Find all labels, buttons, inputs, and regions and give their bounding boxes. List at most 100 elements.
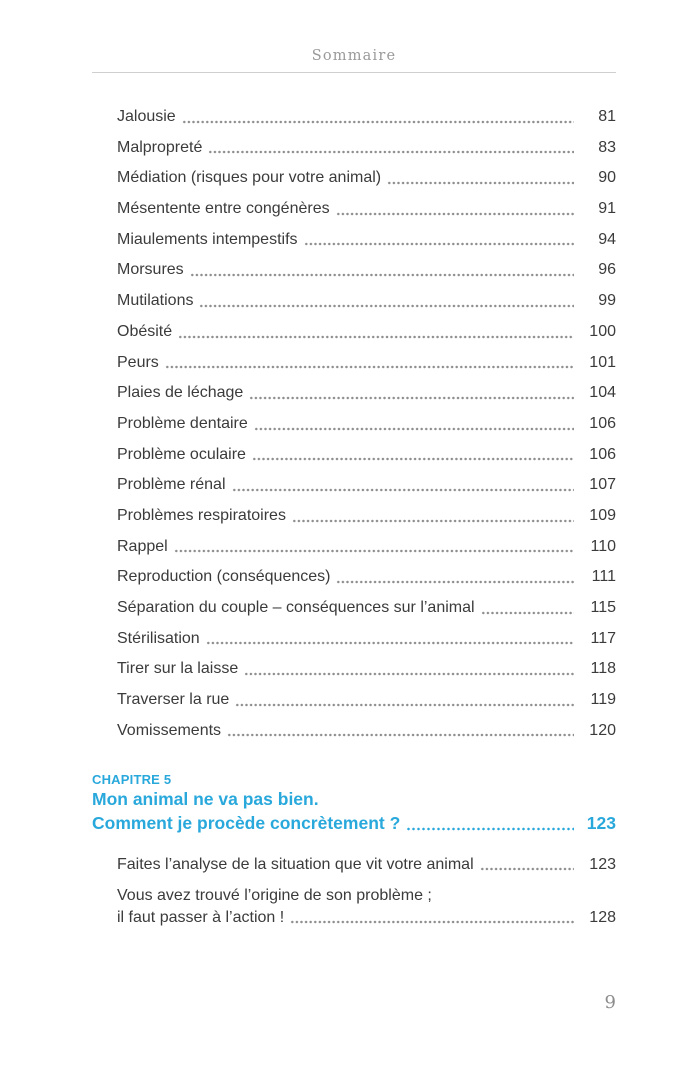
toc-entry[interactable]: Problèmes respiratoires 109: [117, 501, 616, 532]
toc-entry[interactable]: Vomissements 120: [117, 716, 616, 747]
dot-leader: [336, 580, 574, 584]
toc-entry-page: 81: [598, 108, 616, 125]
toc-entry[interactable]: Reproduction (conséquences) 111: [117, 562, 616, 593]
toc-entry-page: 106: [589, 445, 616, 463]
toc-entry-page: 123: [589, 856, 616, 874]
toc-entry-label: Plaies de léchage: [117, 384, 244, 402]
chapter-entry-list: Faites l’analyse de la situation que vit…: [92, 849, 616, 928]
dot-leader: [387, 181, 574, 186]
toc-entry-label: Rappel: [117, 537, 168, 555]
toc-entry-label: Problèmes respiratoires: [117, 506, 286, 524]
dot-leader: [189, 273, 574, 278]
dot-leader: [290, 920, 574, 925]
toc-entry[interactable]: Mutilations 99: [117, 286, 616, 317]
chapter-heading-block: CHAPITRE 5 Mon animal ne va pas bien. Co…: [92, 772, 616, 835]
toc-entry-label: Tirer sur la laisse: [117, 660, 239, 678]
chapter-toc-row[interactable]: Comment je procède concrètement ? 123: [92, 812, 616, 836]
toc-entry-label: Reproduction (conséquences): [117, 568, 331, 586]
dot-leader: [227, 733, 574, 738]
dot-leader: [231, 487, 574, 492]
toc-entry[interactable]: Morsures 96: [117, 255, 616, 286]
dot-leader: [406, 827, 574, 832]
toc-entry-page: 99: [598, 292, 616, 310]
dot-leader: [164, 365, 574, 370]
toc-entry-label: Stérilisation: [117, 629, 200, 647]
toc-entry-page: 106: [589, 414, 616, 432]
toc-entry-page: 107: [589, 476, 616, 494]
dot-leader: [173, 549, 574, 554]
dot-leader: [251, 457, 574, 462]
toc-entry-label: Malpropreté: [117, 138, 203, 156]
dot-leader: [480, 610, 574, 615]
toc-entry-label: Problème rénal: [117, 476, 226, 494]
toc-entry[interactable]: Peurs 101: [117, 348, 616, 379]
toc-entry-label: Vomissements: [117, 721, 222, 739]
dot-leader: [235, 702, 574, 707]
dot-leader: [205, 641, 574, 646]
chapter-toc-entry[interactable]: Faites l’analyse de la situation que vit…: [117, 849, 616, 880]
header-rule: [92, 72, 616, 73]
toc-entry-page: 119: [590, 691, 616, 709]
dot-leader: [199, 303, 574, 308]
toc-entry[interactable]: Plaies de léchage 104: [117, 378, 616, 409]
toc-entry-label: Obésité: [117, 322, 173, 340]
toc-entry[interactable]: Médiation (risques pour votre animal) 90: [117, 163, 616, 194]
toc-entry-page: 101: [589, 353, 616, 371]
toc-entry-label: Jalousie: [117, 108, 176, 125]
dot-leader: [244, 672, 574, 677]
toc-entry-label: Vous avez trouvé l’origine de son problè…: [117, 887, 432, 905]
toc-entry-page: 83: [598, 138, 616, 156]
toc-entry-page: 100: [589, 322, 616, 340]
toc-list: Jalousie 81 Malpropreté 83 Médiation (risque…: [92, 102, 616, 746]
toc-entry-page: 96: [598, 261, 616, 279]
toc-entry-page: 104: [589, 384, 616, 402]
dot-leader: [291, 518, 574, 523]
toc-entry-label: Mésentente entre congénères: [117, 200, 330, 218]
toc-entry-label: Mutilations: [117, 292, 194, 310]
toc-entry[interactable]: Problème dentaire 106: [117, 409, 616, 440]
chapter-kicker: CHAPITRE 5: [92, 772, 172, 788]
toc-entry-label: Peurs: [117, 353, 159, 371]
dot-leader: [253, 426, 574, 431]
dot-leader: [181, 119, 574, 124]
toc-entry-label: Problème dentaire: [117, 414, 248, 432]
toc-entry-label: Médiation (risques pour votre animal): [117, 169, 382, 187]
toc-entry[interactable]: Rappel 110: [117, 532, 616, 563]
page-folio: 9: [604, 992, 616, 1013]
toc-entry-row: Faites l’analyse de la situation que vit…: [117, 849, 616, 880]
toc-entry[interactable]: Stérilisation 117: [117, 624, 616, 655]
dot-leader: [479, 867, 574, 872]
dot-leader: [335, 211, 574, 216]
toc-entry[interactable]: Séparation du couple – conséquences sur …: [117, 593, 616, 624]
toc-entry-page: 109: [589, 506, 616, 524]
toc-entry-page: 111: [591, 568, 616, 586]
toc-entry-label: Traverser la rue: [117, 691, 230, 709]
chapter-title-line2: Comment je procède concrètement ?: [92, 812, 401, 833]
toc-entry[interactable]: Obésité 100: [117, 317, 616, 348]
chapter-toc-entry[interactable]: Vous avez trouvé l’origine de son problè…: [117, 885, 616, 928]
dot-leader: [303, 242, 574, 247]
dot-leader: [208, 150, 574, 155]
toc-entry-page: 94: [598, 230, 616, 248]
toc-entry-label: Faites l’analyse de la situation que vit…: [117, 856, 474, 874]
toc-entry-page: 115: [590, 599, 616, 616]
toc-entry[interactable]: Traverser la rue 119: [117, 685, 616, 716]
toc-entry[interactable]: Miaulements intempestifs 94: [117, 225, 616, 256]
toc-entry-label: Séparation du couple – conséquences sur …: [117, 599, 475, 616]
toc-entry-label: Miaulements intempestifs: [117, 230, 298, 248]
toc-entry[interactable]: Problème rénal 107: [117, 470, 616, 501]
chapter-page-number: 123: [586, 812, 616, 833]
toc-entry[interactable]: Malpropreté 83: [117, 133, 616, 164]
running-header: Sommaire: [92, 0, 616, 64]
running-header-title: Sommaire: [311, 48, 397, 64]
toc-entry-label: Problème oculaire: [117, 445, 246, 463]
toc-entry[interactable]: Jalousie 81: [117, 102, 616, 133]
dot-leader: [178, 334, 574, 339]
toc-entry[interactable]: Problème oculaire 106: [117, 440, 616, 471]
toc-entry-label: Morsures: [117, 261, 184, 279]
toc-entry[interactable]: Mésentente entre congénères 91: [117, 194, 616, 225]
toc-entry-page: 128: [589, 908, 616, 926]
toc-entry[interactable]: Tirer sur la laisse 118: [117, 654, 616, 685]
toc-entry-label: il faut passer à l’action !: [117, 908, 285, 926]
